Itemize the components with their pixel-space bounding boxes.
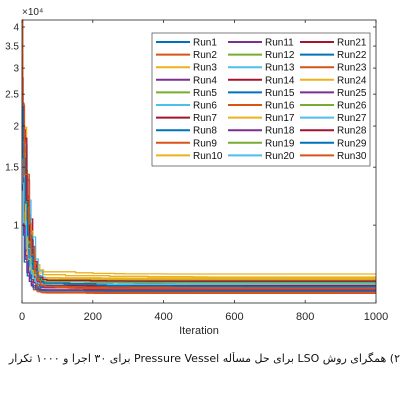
legend-label-run6: Run6 — [193, 101, 217, 112]
legend-label-run30: Run30 — [337, 151, 367, 162]
x-tick-label: 600 — [225, 311, 243, 323]
legend-label-run7: Run7 — [193, 113, 217, 124]
axes-frame — [21, 19, 377, 304]
x-tick-label: 200 — [84, 311, 102, 323]
legend-label-run25: Run25 — [337, 88, 367, 99]
series-line-run29 — [22, 99, 376, 288]
x-axis-label: Iteration — [179, 325, 219, 337]
legend-label-run21: Run21 — [337, 38, 367, 49]
legend-label-run14: Run14 — [265, 75, 295, 86]
x-tick-label: 800 — [296, 311, 314, 323]
y-exponent-label: ×10⁴ — [22, 7, 43, 18]
legend-label-run9: Run9 — [193, 138, 217, 149]
y-tick-label: 4 — [13, 22, 19, 33]
legend-label-run28: Run28 — [337, 126, 367, 137]
legend-label-run12: Run12 — [265, 50, 295, 61]
legend-label-run1: Run1 — [193, 38, 217, 49]
legend-label-run5: Run5 — [193, 88, 217, 99]
y-tick-label: 3 — [13, 64, 19, 75]
legend-label-run19: Run19 — [265, 138, 295, 149]
series-lines — [21, 19, 376, 295]
series-line-run24 — [21, 62, 376, 280]
legend-label-run16: Run16 — [265, 101, 295, 112]
y-tick-label: 3.5 — [5, 42, 19, 53]
y-tick-label: 2.5 — [5, 90, 19, 101]
series-line-run27 — [21, 129, 376, 286]
figure-caption: ۲) همگرای روش LSO برای حل مسأله Pressure… — [8, 352, 400, 365]
legend-label-run18: Run18 — [265, 126, 295, 137]
x-tick-label: 400 — [154, 311, 172, 323]
legend-label-run8: Run8 — [193, 126, 217, 137]
legend-label-run17: Run17 — [265, 113, 295, 124]
legend-label-run23: Run23 — [337, 63, 367, 74]
legend-label-run26: Run26 — [337, 101, 367, 112]
y-tick-label: 1 — [13, 221, 19, 232]
legend-label-run24: Run24 — [337, 75, 367, 86]
legend-label-run22: Run22 — [337, 50, 367, 61]
series-line-run30 — [22, 19, 376, 290]
legend-label-run4: Run4 — [193, 75, 217, 86]
legend-label-run27: Run27 — [337, 113, 367, 124]
legend-label-run2: Run2 — [193, 50, 217, 61]
x-axis-ticks: 0 200 400 600 800 1000 — [19, 20, 388, 323]
legend-label-run11: Run11 — [265, 38, 294, 49]
legend-label-run3: Run3 — [193, 63, 217, 74]
legend-label-run15: Run15 — [265, 88, 295, 99]
legend-label-run29: Run29 — [337, 138, 367, 149]
y-tick-label: 2 — [13, 122, 19, 133]
x-tick-label: 0 — [19, 311, 25, 323]
y-axis-ticks: 1 1.5 2 2.5 3 3.5 4 — [5, 22, 376, 232]
y-tick-label: 1.5 — [5, 163, 19, 174]
legend-label-run13: Run13 — [265, 63, 295, 74]
series-line-run25 — [21, 111, 376, 291]
legend-label-run10: Run10 — [193, 151, 223, 162]
x-tick-label: 1000 — [364, 311, 388, 323]
legend-label-run20: Run20 — [265, 151, 295, 162]
